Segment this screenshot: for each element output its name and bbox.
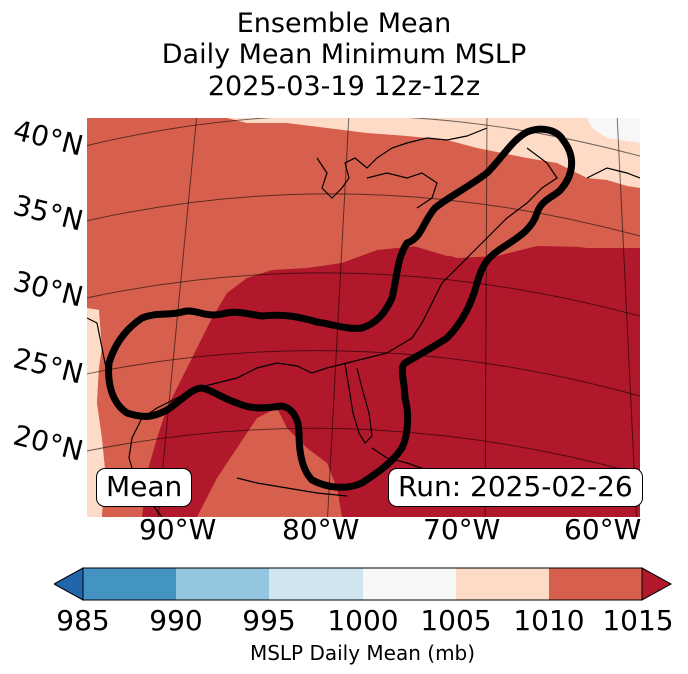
lon-label-80w: 80°W [282, 513, 360, 546]
colorbar-tick-1015: 1015 [602, 604, 674, 637]
colorbar-label: MSLP Daily Mean (mb) [249, 641, 476, 665]
colorbar-bin-995-1000 [269, 568, 363, 600]
graticule [87, 118, 640, 517]
pressure-map [87, 118, 640, 517]
colorbar-tick-1000: 1000 [327, 604, 399, 637]
lat-label-25n: 25°N [10, 341, 87, 391]
colorbar-outline [82, 567, 643, 601]
lat-label-40n: 40°N [10, 113, 87, 163]
colorbar-bin-1000-1005 [363, 568, 456, 600]
lat-label-20n: 20°N [10, 418, 87, 468]
colorbar-bin-1010-1015 [549, 568, 642, 600]
fill-995-1000-corner [587, 118, 640, 143]
title-line-2: Daily Mean Minimum MSLP [161, 39, 527, 70]
contour-1010mb [105, 125, 575, 491]
mean-label-box: Mean [96, 468, 193, 507]
colorbar-bin-990-995 [176, 568, 269, 600]
lat-label-30n: 30°N [10, 264, 87, 314]
colorbar-extend-low [54, 567, 84, 601]
colorbar-bin-985-990 [83, 568, 176, 600]
fill-1005-1010-south [197, 408, 342, 517]
colorbar-tick-995: 995 [242, 604, 296, 637]
lat-label-35n: 35°N [10, 188, 87, 238]
colorbar-extend-high [641, 567, 673, 601]
lon-label-70w: 70°W [423, 513, 501, 546]
colorbar-tick-985: 985 [56, 604, 110, 637]
colorbar-tick-1005: 1005 [420, 604, 492, 637]
colorbar-tick-990: 990 [149, 604, 203, 637]
lon-label-90w: 90°W [139, 513, 217, 546]
fill-1000-1005-north [227, 118, 640, 188]
colorbar-bin-1005-1010 [456, 568, 549, 600]
title-line-1: Ensemble Mean [236, 8, 452, 39]
fill-1000-1005-west [87, 308, 105, 517]
map-panel [87, 118, 640, 517]
title-line-3: 2025-03-19 12z-12z [207, 71, 481, 102]
colorbar-tick-1010: 1010 [513, 604, 585, 637]
lon-label-60w: 60°W [564, 513, 642, 546]
run-date-box: Run: 2025-02-26 [388, 468, 643, 507]
colorbar [54, 567, 673, 601]
